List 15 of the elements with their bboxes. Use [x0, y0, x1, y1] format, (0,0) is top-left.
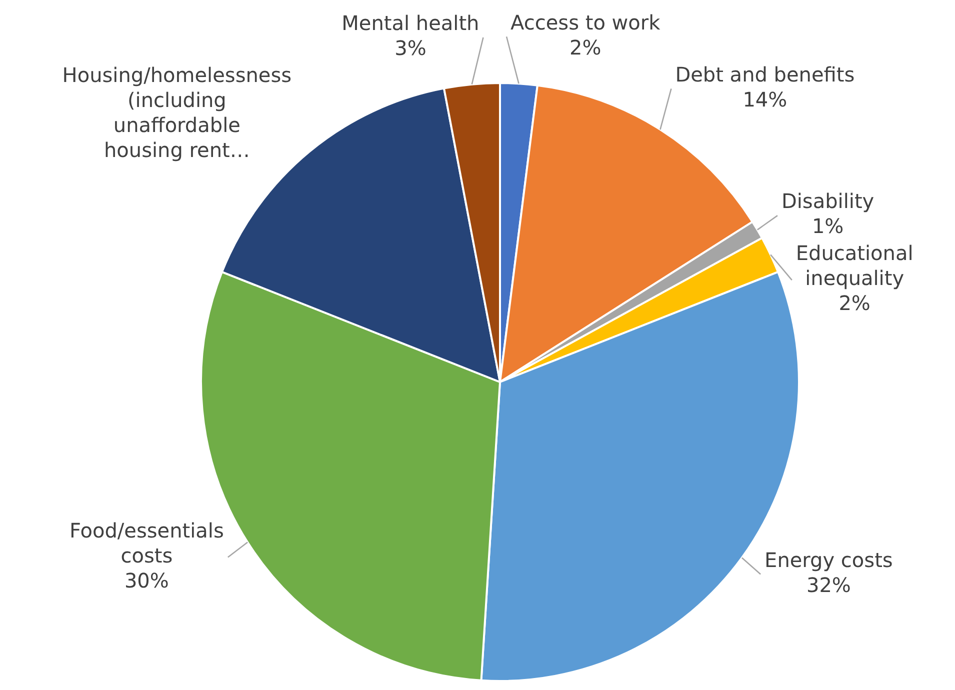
slice-label: Disability [781, 189, 874, 214]
slice-label: Energy costs [764, 548, 893, 572]
slice-label: Educational inequality [796, 241, 914, 290]
slice-label: Access to work [510, 10, 661, 34]
data-label: 14% [742, 87, 788, 112]
slice-label: Debt and benefits [675, 62, 855, 86]
slice-label: Housing/homelessness (including unaffordable housing rent… [62, 63, 292, 162]
data-label: 2% [838, 291, 870, 316]
data-label: 2% [569, 35, 602, 60]
data-label: 30% [124, 568, 169, 592]
data-label: 3% [394, 36, 426, 60]
data-label: 32% [806, 572, 851, 597]
slice-label: Mental health [342, 11, 480, 36]
slice-label: Food/essentials costs [69, 518, 224, 568]
data-label: 1% [812, 214, 844, 238]
